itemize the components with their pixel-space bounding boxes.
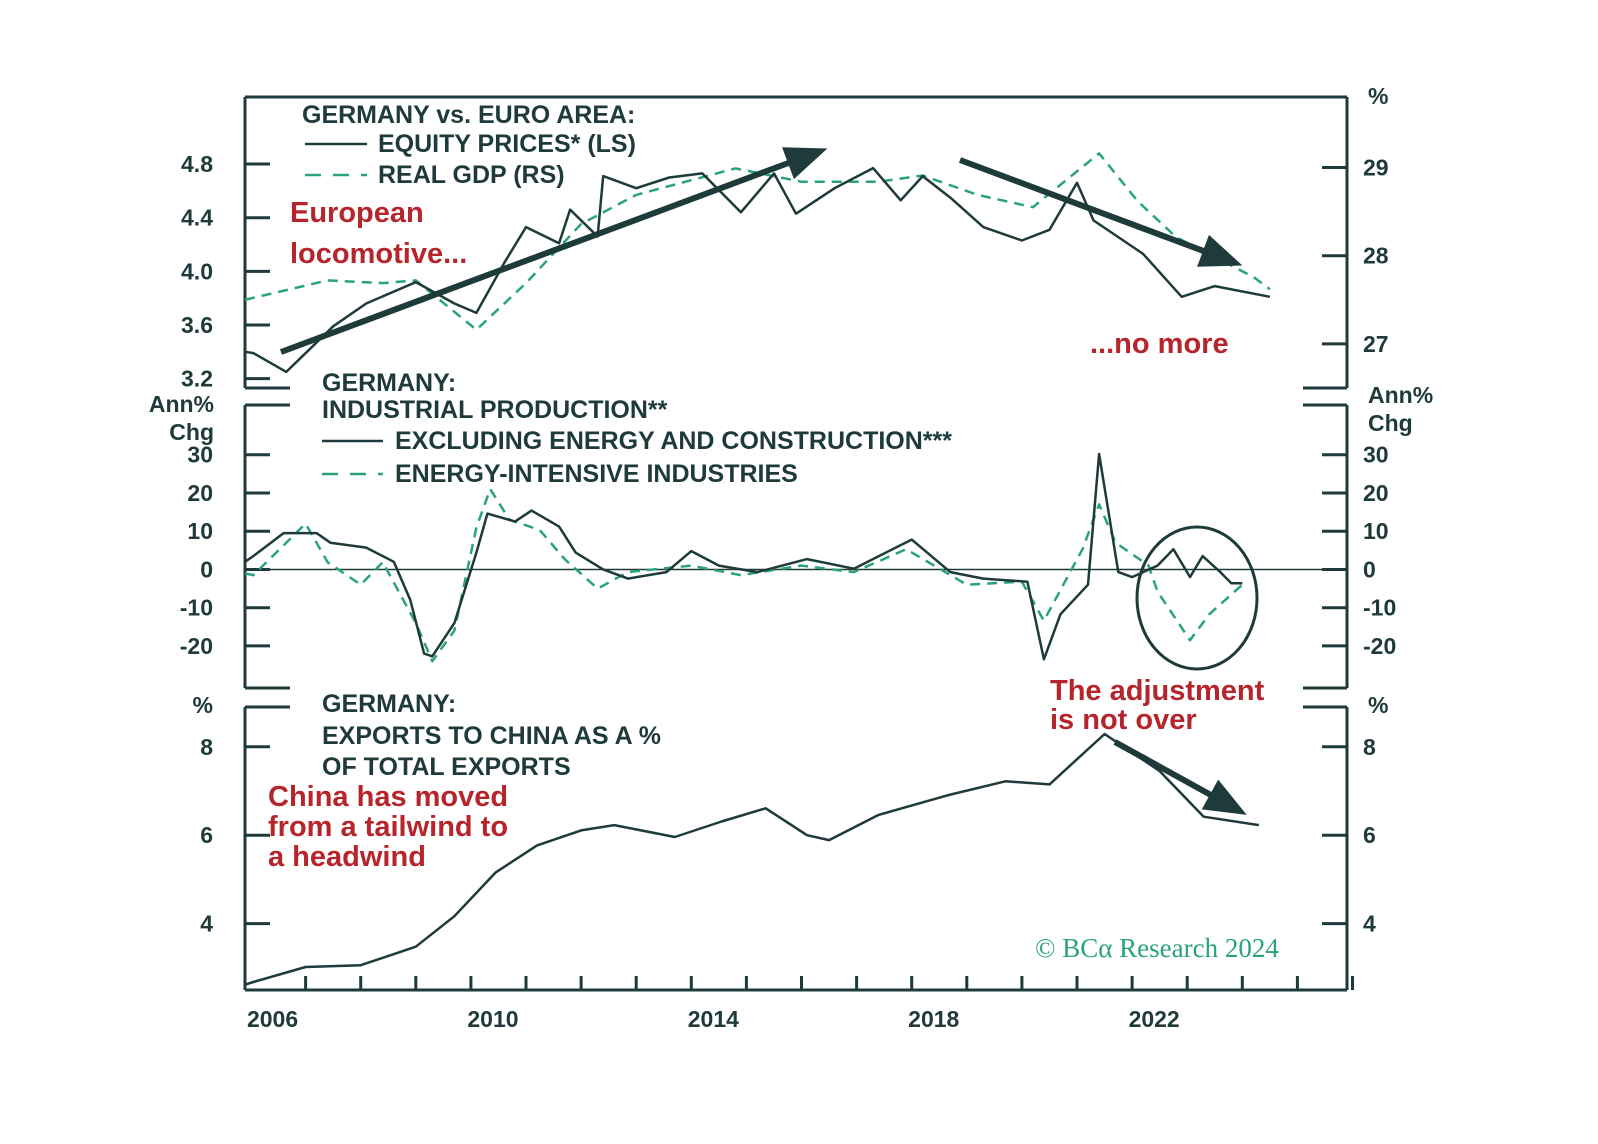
- panel3-title-line3: OF TOTAL EXPORTS: [322, 753, 571, 781]
- right-tick-label: -10: [1363, 595, 1396, 621]
- highlight-circle: [1135, 525, 1259, 671]
- right-tick-label: -20: [1363, 633, 1396, 659]
- trend-down-arrow: [958, 157, 1235, 265]
- year-label: 2010: [467, 1006, 518, 1032]
- legend-energy-intensive: ENERGY-INTENSIVE INDUSTRIES: [395, 460, 798, 488]
- annotation-shapes: [279, 147, 1259, 815]
- year-label: 2018: [908, 1006, 959, 1032]
- exports-down-arrow-head: [1201, 779, 1247, 815]
- year-label: 2022: [1129, 1006, 1180, 1032]
- left-tick-label: 3.2: [181, 366, 213, 392]
- left-tick-label: 4.8: [181, 151, 213, 177]
- series-excluding-energy: [244, 452, 1243, 661]
- right-tick-label: 20: [1363, 480, 1389, 506]
- panel2-title-line2: INDUSTRIAL PRODUCTION**: [322, 396, 668, 424]
- series-exports-to-china: [244, 732, 1259, 986]
- year-label: 2014: [688, 1006, 739, 1032]
- trend-up-arrow: [279, 149, 820, 355]
- left-tick-label: -20: [180, 633, 213, 659]
- right-tick-label: 29: [1363, 155, 1389, 181]
- left-tick-label: 30: [187, 442, 213, 468]
- annotation-china-1: China has moved: [268, 781, 508, 813]
- legend-real-gdp: REAL GDP (RS): [378, 161, 565, 189]
- series-lines: [244, 152, 1271, 986]
- left-tick-label: 4.4: [181, 205, 213, 231]
- left-tick-label: 4: [200, 911, 213, 937]
- annotation-european: European: [290, 197, 424, 229]
- left-tick-label: 20: [187, 480, 213, 506]
- right-tick-label: 30: [1363, 442, 1389, 468]
- right-tick-label: 27: [1363, 331, 1389, 357]
- right-tick-label: 4: [1363, 911, 1376, 937]
- annotation-locomotive: locomotive...: [290, 238, 467, 270]
- right-unit-label: %: [1368, 83, 1388, 109]
- annotation-not-over: is not over: [1050, 704, 1197, 736]
- left-axis-label-ann: Ann%: [149, 391, 214, 417]
- left-axis-label-chg: Chg: [169, 419, 214, 445]
- annotation-china-2: from a tailwind to: [268, 811, 508, 843]
- panel3-title-line2: EXPORTS TO CHINA AS A %: [322, 722, 661, 750]
- legend-equity-prices: EQUITY PRICES* (LS): [378, 130, 636, 158]
- right-tick-label: 6: [1363, 822, 1376, 848]
- left-tick-label: 10: [187, 518, 213, 544]
- axis-ticks: 3.2 3.6 4.0 4.4 4.8 27 28 29 -20 -20 -10 -10 0 0 10 10 2…: [180, 151, 1397, 1032]
- right-tick-label: 10: [1363, 518, 1389, 544]
- panel2-title-line1: GERMANY:: [322, 369, 456, 397]
- left-unit-label: %: [193, 692, 213, 718]
- left-tick-label: 3.6: [181, 312, 213, 338]
- copyright: © BCα Research 2024: [1035, 933, 1279, 963]
- right-tick-label: 0: [1363, 556, 1376, 582]
- trend-down-arrow-head: [1197, 234, 1243, 267]
- left-tick-label: -10: [180, 595, 213, 621]
- annotation-no-more: ...no more: [1090, 328, 1229, 360]
- left-tick-label: 0: [200, 556, 213, 582]
- right-unit-label: %: [1368, 692, 1388, 718]
- right-axis-label-ann: Ann%: [1368, 382, 1433, 408]
- year-label: 2006: [247, 1006, 298, 1032]
- right-tick-label: 8: [1363, 734, 1376, 760]
- panel3-title-line1: GERMANY:: [322, 690, 456, 718]
- series-real-gdp: [244, 152, 1271, 332]
- right-axis-label-chg: Chg: [1368, 410, 1413, 436]
- left-tick-label: 8: [200, 734, 213, 760]
- annotation-adjustment: The adjustment: [1050, 675, 1265, 707]
- left-tick-label: 6: [200, 822, 213, 848]
- trend-up-arrow-head: [782, 147, 828, 180]
- panel1-title: GERMANY vs. EURO AREA:: [302, 101, 635, 129]
- legend-excluding-energy: EXCLUDING ENERGY AND CONSTRUCTION***: [395, 427, 952, 455]
- right-tick-label: 28: [1363, 243, 1389, 269]
- left-tick-label: 4.0: [181, 258, 213, 284]
- annotation-china-3: a headwind: [268, 841, 426, 873]
- chart-frame: [243, 95, 1349, 992]
